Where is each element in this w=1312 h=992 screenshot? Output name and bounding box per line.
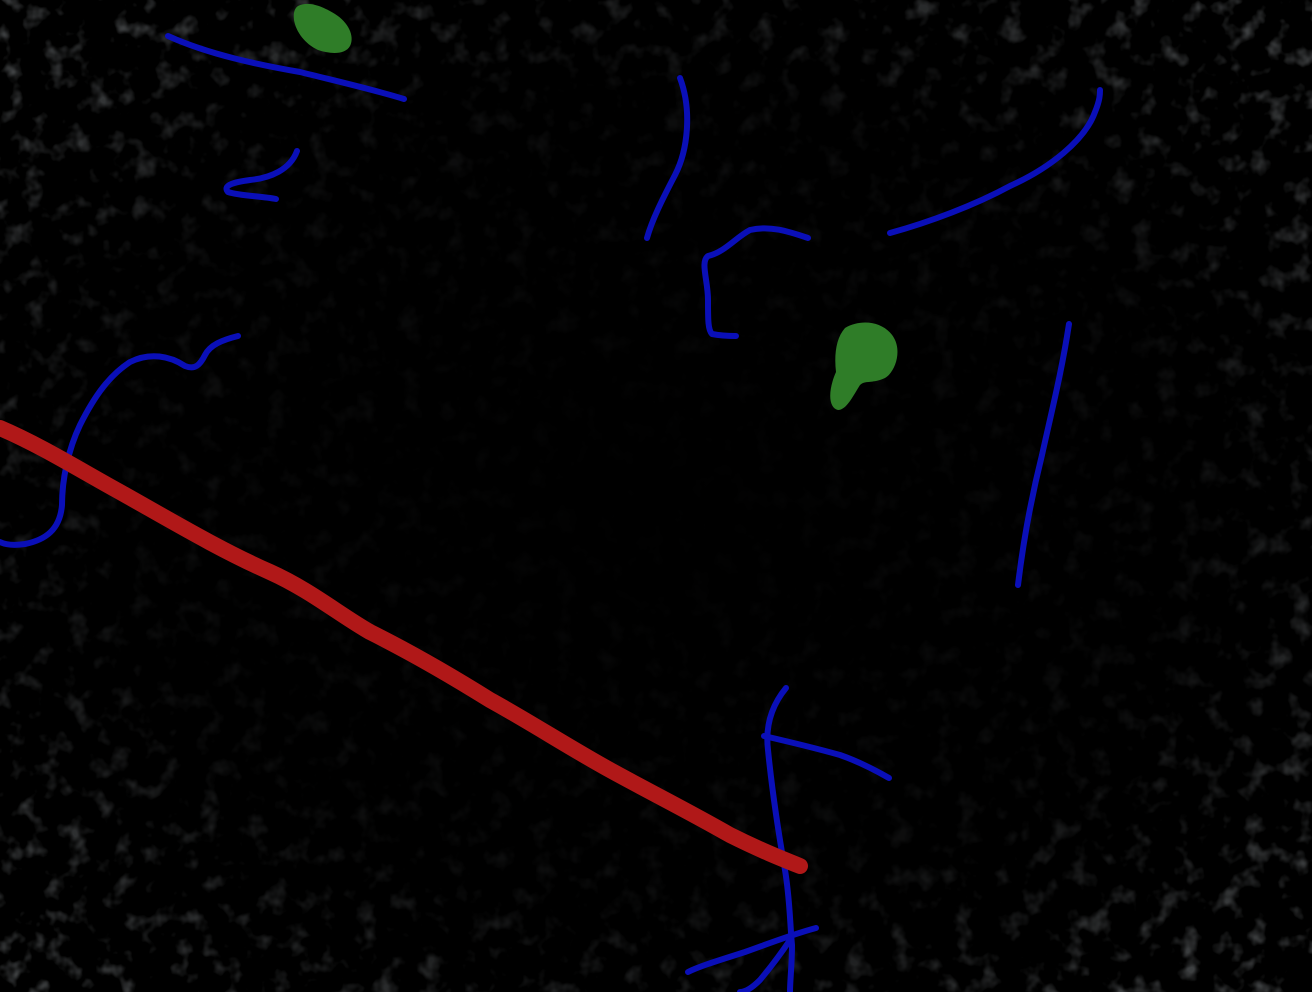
segmentation-mask-image (0, 0, 1312, 992)
surface-texture (0, 0, 1312, 992)
